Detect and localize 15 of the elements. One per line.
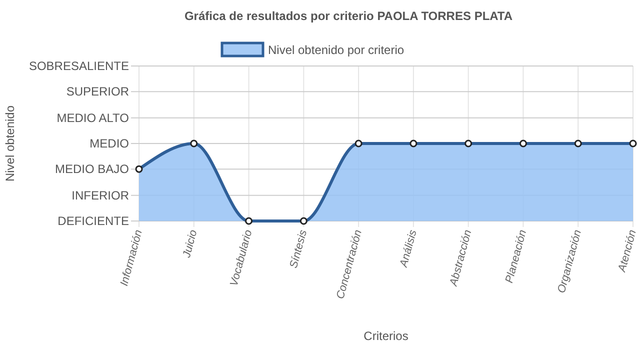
ref-line-label: MEDIO ALTO [56, 110, 129, 125]
ref-line-label: DEFICIENTE [58, 214, 129, 228]
x-tick-label: Juicio [180, 228, 200, 260]
chart-title: Gráfica de resultados por criterio PAOLA TORRES PLATA [184, 9, 513, 23]
x-axis-title: Criterios [364, 329, 408, 343]
x-tick-label: Análisis [398, 228, 420, 270]
ref-line-label: SUPERIOR [66, 84, 130, 99]
legend-label: Nivel obtenido por criterio [268, 43, 404, 57]
ref-line-label: INFERIOR [72, 188, 130, 202]
ref-line-label: SOBRESALIENTE [28, 59, 129, 73]
x-tick-label: Atención [616, 228, 637, 274]
x-tick-label: Síntesis [288, 228, 310, 270]
ref-line-label: MEDIO BAJO [54, 162, 129, 176]
text: Nivel obtenido [3, 105, 17, 182]
ref-line-label: MEDIO [90, 136, 129, 150]
